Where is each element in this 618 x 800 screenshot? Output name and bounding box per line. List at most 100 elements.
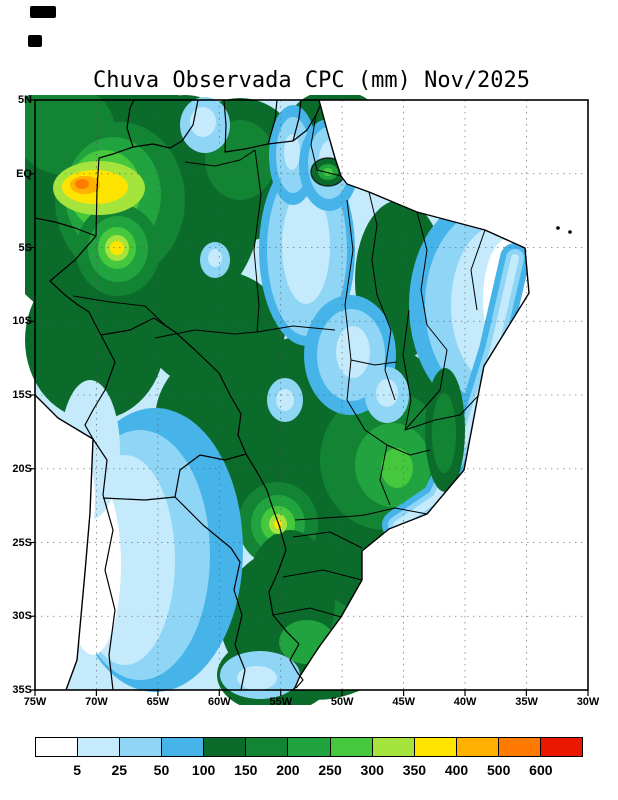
colorbar-level-label: 50 — [153, 762, 170, 778]
x-tick-label: 70W — [85, 696, 108, 708]
y-tick-label: 20S — [12, 462, 32, 475]
corner-mark-1 — [30, 6, 56, 18]
state-borders-shape — [470, 229, 486, 311]
country-borders-shape — [49, 146, 134, 336]
state-borders-shape — [350, 359, 398, 366]
country-borders-shape — [292, 99, 302, 142]
rain-field-dry-zones-shape — [284, 134, 300, 170]
state-borders-shape — [379, 444, 391, 506]
country-borders-shape — [100, 317, 247, 455]
state-borders — [72, 114, 486, 618]
island-dot-1 — [556, 226, 560, 230]
colorbar-cell — [372, 738, 415, 756]
axis-ticks — [29, 99, 589, 696]
state-borders-shape — [72, 295, 146, 307]
colorbar-cell — [540, 738, 583, 756]
island-dot-2 — [568, 230, 572, 234]
y-tick-label: 30S — [12, 610, 32, 623]
state-borders-shape — [416, 211, 428, 326]
colorbar-cell — [330, 738, 373, 756]
state-borders-shape — [282, 569, 363, 581]
x-tick-label: 55W — [269, 696, 293, 708]
colorbar-level-label: 400 — [444, 762, 469, 778]
plot-title: Chuva Observada CPC (mm) Nov/2025 — [92, 68, 531, 93]
rain-field-dry-zones-shape — [393, 254, 519, 529]
country-borders-shape — [245, 453, 287, 551]
rain-field-dry-zones — [59, 97, 561, 705]
state-borders-shape — [154, 325, 336, 339]
colorbar-level-label: 25 — [111, 762, 128, 778]
precipitation-map — [25, 95, 589, 705]
colorbar-level-label: 200 — [276, 762, 300, 778]
colorbar-cell — [78, 738, 121, 756]
colorbar-level-label: 350 — [402, 762, 427, 778]
colorbar-cell — [414, 738, 457, 756]
rain-field-dry-zones-shape — [282, 188, 330, 304]
colorbar-level-label: 100 — [191, 762, 216, 778]
country-borders-shape — [234, 614, 246, 691]
country-borders-shape — [268, 549, 300, 645]
coastline — [34, 99, 530, 691]
country-borders — [34, 99, 321, 691]
colorbar-cell — [498, 738, 541, 756]
state-borders-shape — [272, 607, 342, 618]
coastline-shape — [293, 99, 530, 691]
colorbar-cell — [36, 738, 79, 756]
country-borders-shape — [267, 99, 278, 145]
rain-field-greens-shape — [381, 448, 413, 488]
colorbar-cell — [162, 738, 205, 756]
y-tick-label: 15S — [12, 389, 32, 401]
rain-field-wet-cores-shape — [110, 241, 124, 255]
rain-field-dry-zones-shape — [190, 107, 216, 137]
colorbar-level-label: 250 — [318, 762, 342, 778]
y-tick-label: EQ — [16, 167, 32, 180]
y-tick-label: 10S — [12, 315, 32, 328]
x-tick-label: 35W — [515, 696, 538, 708]
rain-field-wet-cores-shape — [75, 179, 89, 189]
state-borders-shape — [364, 507, 428, 516]
x-tick-label: 40W — [453, 696, 477, 708]
colorbar-cell — [204, 738, 247, 756]
rain-field-dry-zones-shape — [336, 326, 370, 378]
rain-field-dry-zones-shape — [376, 379, 398, 407]
colorbar-cell — [456, 738, 499, 756]
state-borders-shape — [253, 149, 262, 333]
country-borders-shape — [102, 496, 176, 501]
country-borders-shape — [34, 217, 97, 237]
country-borders-shape — [84, 334, 116, 440]
colorbar-level-label: 150 — [234, 762, 258, 778]
colorbar-level-label: 300 — [360, 762, 384, 778]
country-borders-shape — [174, 496, 243, 616]
colorbar-cell — [288, 738, 331, 756]
state-borders-shape — [402, 309, 412, 431]
x-tick-label: 45W — [392, 696, 415, 708]
atlantic-ocean — [294, 100, 588, 690]
state-borders-shape — [310, 114, 342, 177]
x-tick-label: 60W — [208, 696, 231, 708]
gridlines — [35, 100, 588, 690]
rain-field-greens-shape — [25, 260, 165, 420]
rain-field-dry-zones-shape — [276, 389, 294, 411]
country-borders-shape — [289, 643, 304, 689]
rain-field-dry-zones-shape — [237, 666, 277, 690]
state-borders-shape — [294, 514, 366, 521]
y-tick-label: 35S — [12, 684, 32, 696]
state-borders-shape — [144, 305, 176, 333]
corner-mark-2 — [28, 35, 42, 47]
state-borders-shape — [292, 531, 363, 549]
state-borders-shape — [404, 395, 479, 431]
y-tick-label: 5S — [18, 241, 32, 254]
colorbar-level-label: 5 — [73, 762, 82, 778]
colorbar-cell — [120, 738, 163, 756]
state-borders-shape — [344, 199, 354, 401]
y-tick-label: 5N — [17, 94, 32, 106]
precipitation-map-shape — [25, 95, 589, 705]
x-tick-label: 30W — [576, 696, 600, 708]
country-borders-shape — [132, 99, 199, 149]
colorbar — [35, 737, 583, 757]
x-tick-label: 65W — [146, 696, 170, 708]
country-borders-shape — [126, 99, 135, 148]
state-borders-shape — [368, 191, 378, 296]
state-borders-shape — [404, 324, 448, 431]
